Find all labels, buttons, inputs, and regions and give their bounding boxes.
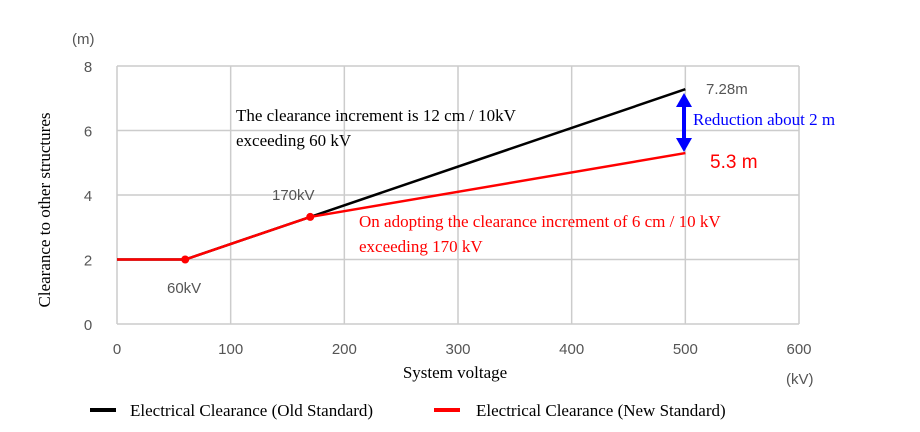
x-unit: (kV) — [786, 371, 814, 388]
old-note-line1: The clearance increment is 12 cm / 10kV — [236, 106, 517, 125]
y-tick-label: 2 — [84, 253, 92, 270]
series-line-new — [117, 151, 686, 261]
legend-label-old: Electrical Clearance (Old Standard) — [130, 401, 373, 420]
label-old-end: 7.28m — [706, 81, 748, 98]
lines — [117, 88, 686, 264]
x-tick-label: 100 — [218, 341, 243, 358]
grid — [116, 65, 800, 325]
x-tick-label: 200 — [332, 341, 357, 358]
y-unit: (m) — [72, 31, 95, 48]
x-tick-label: 500 — [673, 341, 698, 358]
new-note-line2: exceeding 170 kV — [359, 237, 483, 256]
reduction-arrow-icon — [676, 93, 692, 152]
label-reduction: Reduction about 2 m — [693, 110, 835, 129]
label-170kv: 170kV — [272, 187, 315, 204]
new-note-line1: On adopting the clearance increment of 6… — [359, 212, 721, 231]
x-axis-label: System voltage — [403, 363, 507, 382]
x-tick-label: 400 — [559, 341, 584, 358]
data-point-marker — [181, 255, 190, 264]
x-tick-label: 0 — [113, 341, 121, 358]
x-tick-label: 300 — [445, 341, 470, 358]
old-note-line2: exceeding 60 kV — [236, 131, 352, 150]
y-tick-label: 0 — [84, 317, 92, 334]
y-axis-label: Clearance to other structures — [35, 113, 54, 308]
label-new-end: 5.3 m — [710, 152, 758, 173]
legend: Electrical Clearance (Old Standard) Elec… — [90, 401, 726, 420]
ticks: 0 100 200 300 400 500 600 0 2 4 6 8 — [84, 59, 812, 358]
x-tick-label: 600 — [786, 341, 811, 358]
data-point-marker — [306, 212, 315, 221]
legend-label-new: Electrical Clearance (New Standard) — [476, 401, 726, 420]
label-60kv: 60kV — [167, 280, 201, 297]
y-tick-label: 4 — [84, 188, 92, 205]
y-tick-label: 6 — [84, 124, 92, 141]
y-tick-label: 8 — [84, 59, 92, 76]
